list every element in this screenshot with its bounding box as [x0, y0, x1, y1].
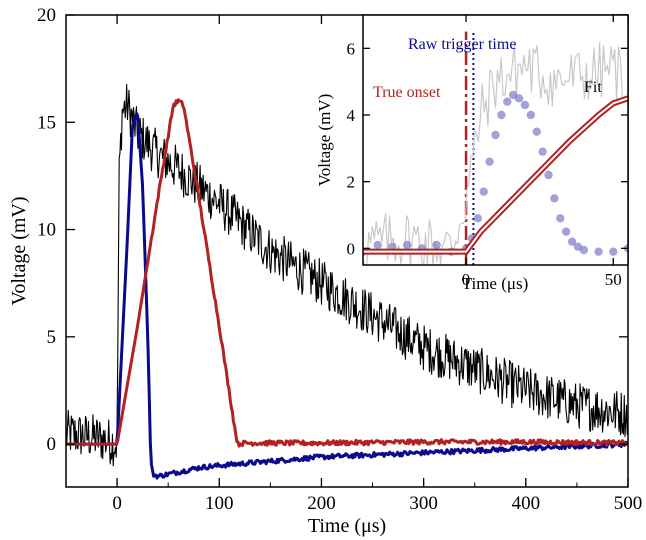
inset-x-tick-label: 50	[605, 270, 622, 289]
main-series-1	[66, 112, 628, 480]
inset-series-1-point	[544, 170, 553, 180]
main-series-0	[66, 83, 628, 467]
inset-series-0	[363, 41, 627, 265]
inset-data-layer	[363, 31, 628, 265]
fit-label: Fit	[584, 79, 602, 96]
inset-series-2-core	[363, 97, 628, 253]
inset-series-1	[363, 90, 628, 256]
main-x-tick-label: 300	[409, 493, 438, 514]
inset-y-tick-label: 2	[347, 173, 356, 192]
inset-series-1-point	[609, 247, 618, 256]
main-y-axis-label: Voltage (mV)	[8, 196, 30, 305]
inset-y-tick-label: 6	[347, 39, 356, 58]
raw-trigger-label: Raw trigger time	[408, 36, 516, 53]
inset-x-tick-label: 0	[462, 270, 471, 289]
inset-series-1-point	[567, 237, 577, 246]
inset-y-tick-label: 0	[347, 239, 356, 258]
main-x-tick-label: 200	[307, 493, 336, 514]
inset-series-1-point	[402, 240, 412, 250]
inset-series-1-point	[532, 127, 541, 136]
inset-series-1-point	[503, 97, 512, 106]
main-x-tick-label: 0	[112, 493, 122, 514]
main-x-tick-label: 100	[205, 493, 234, 514]
inset-series-1-point	[514, 94, 524, 103]
inset-series-1-point	[497, 110, 506, 120]
main-y-tick-label: 20	[37, 5, 56, 26]
main-x-tick-label: 500	[614, 493, 643, 514]
main-y-tick-label: 0	[47, 434, 57, 455]
inset-x-axis-label: Time (μs)	[462, 274, 529, 293]
inset-series-1-point	[550, 194, 559, 203]
main-series-2	[66, 98, 628, 448]
inset-series-1-point	[579, 245, 589, 255]
main-data-layer	[66, 83, 628, 480]
main-x-axis-label: Time (μs)	[308, 515, 386, 537]
inset-series-1-point	[556, 214, 565, 223]
main-y-tick-label: 5	[47, 327, 57, 348]
inset-series-1-point	[538, 147, 547, 156]
inset-y-axis-label: Voltage (mV)	[315, 94, 334, 187]
inset-y-tick-label: 4	[347, 106, 356, 125]
main-y-tick-label: 10	[37, 220, 56, 241]
inset-background	[363, 15, 628, 265]
inset-series-1-point	[594, 247, 603, 256]
inset-series-1-point	[526, 110, 536, 120]
inset-series-1-point	[485, 157, 494, 166]
inset-series-1-point	[432, 240, 441, 250]
inset-series-1-point	[561, 227, 571, 236]
inset-series-1-point	[520, 100, 530, 110]
main-y-tick-label: 15	[37, 112, 56, 133]
inset-series-1-point	[473, 214, 483, 223]
true-onset-label: True onset	[373, 84, 441, 101]
inset-series-1-point	[491, 130, 500, 140]
inset-axes: 0 50 0 2 4 6	[347, 15, 628, 289]
inset-plot-frame	[362, 14, 629, 266]
main-x-tick-label: 400	[512, 493, 541, 514]
inset-plot: 0 50 0 2 4 6 Time (μs) Voltage (mV) Raw trigg…	[315, 14, 629, 293]
inset-series-1-point	[479, 187, 488, 196]
inset-series-1-point	[373, 240, 382, 250]
